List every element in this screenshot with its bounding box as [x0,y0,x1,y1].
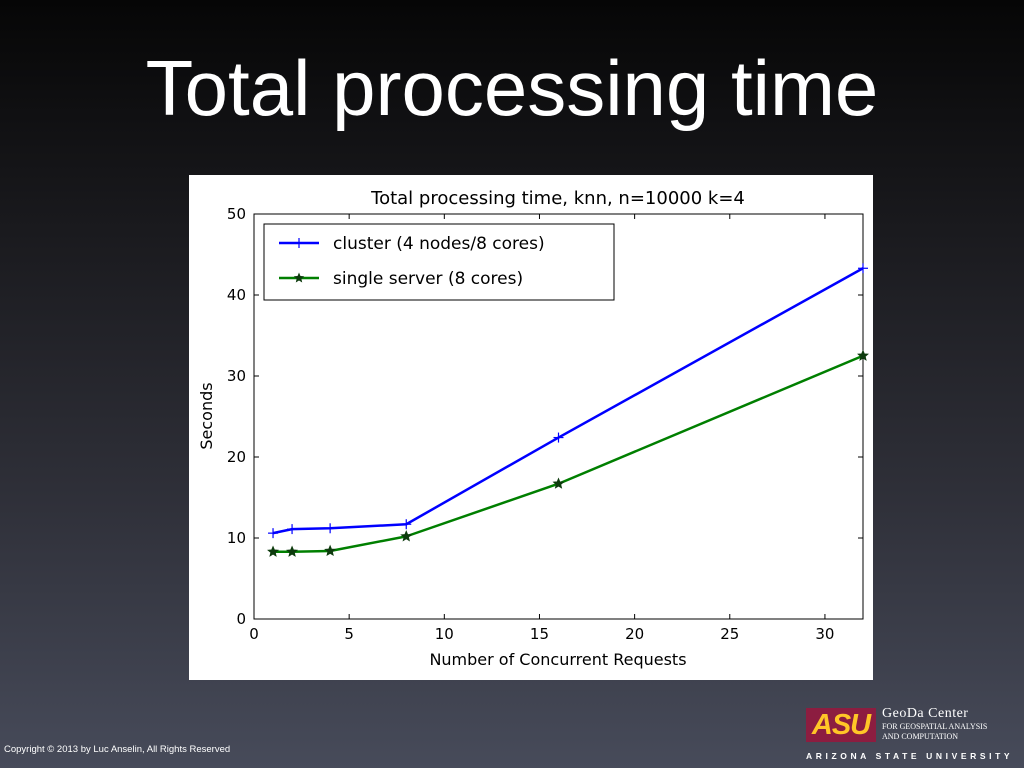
x-axis-label: Number of Concurrent Requests [429,650,686,669]
x-tick-label: 20 [625,625,644,643]
data-point-single-server [324,544,337,557]
geoda-subtitle-line-1: FOR GEOSPATIAL ANALYSIS [882,722,988,731]
y-tick-label: 10 [227,529,246,547]
x-tick-label: 15 [530,625,549,643]
asu-geoda-logo: ASU GeoDa Center FOR GEOSPATIAL ANALYSIS… [806,702,1018,764]
x-tick-label: 10 [435,625,454,643]
x-tick-label: 0 [249,625,259,643]
chart-panel: Total processing time, knn, n=10000 k=4 … [189,175,873,680]
y-tick-label: 0 [236,610,246,628]
geoda-center-name: GeoDa Center [882,706,969,721]
data-point-single-server [857,349,869,361]
data-point-single-server [552,477,565,489]
asu-logo-mark: ASU [806,708,876,742]
series-lines [267,263,869,557]
legend-box [263,223,615,301]
y-tick-label: 40 [227,286,246,304]
copyright-notice: Copyright © 2013 by Luc Anselin, All Rig… [4,744,231,755]
x-tick-label: 25 [720,625,739,643]
line-chart: Total processing time, knn, n=10000 k=4 … [197,188,869,669]
chart-title: Total processing time, knn, n=10000 k=4 [370,188,745,209]
y-axis-label: Seconds [197,382,216,449]
data-point-single-server [400,530,413,542]
axis-ticks: 0 5 10 15 20 25 30 0 10 20 30 40 50 [227,205,863,643]
x-tick-label: 5 [344,625,354,643]
y-tick-label: 30 [227,367,246,385]
x-tick-label: 30 [815,625,834,643]
slide-title: Total processing time [145,44,879,132]
series-line-0 [272,267,864,535]
legend-label-cluster: cluster (4 nodes/8 cores) [333,234,545,254]
y-tick-label: 50 [227,205,246,223]
geoda-center-subtitle: FOR GEOSPATIAL ANALYSIS AND COMPUTATION [882,722,1022,741]
asu-wordmark: ARIZONA STATE UNIVERSITY [806,751,1014,761]
series-line-1 [273,354,864,554]
legend: cluster (4 nodes/8 cores) single server … [263,223,615,301]
y-tick-label: 20 [227,448,246,466]
data-point-single-server [267,545,280,557]
legend-marker-star [293,272,305,283]
legend-label-single-server: single server (8 cores) [333,269,523,289]
plot-area [253,213,864,620]
data-point-single-server [286,545,299,557]
geoda-subtitle-line-2: AND COMPUTATION [882,731,959,741]
